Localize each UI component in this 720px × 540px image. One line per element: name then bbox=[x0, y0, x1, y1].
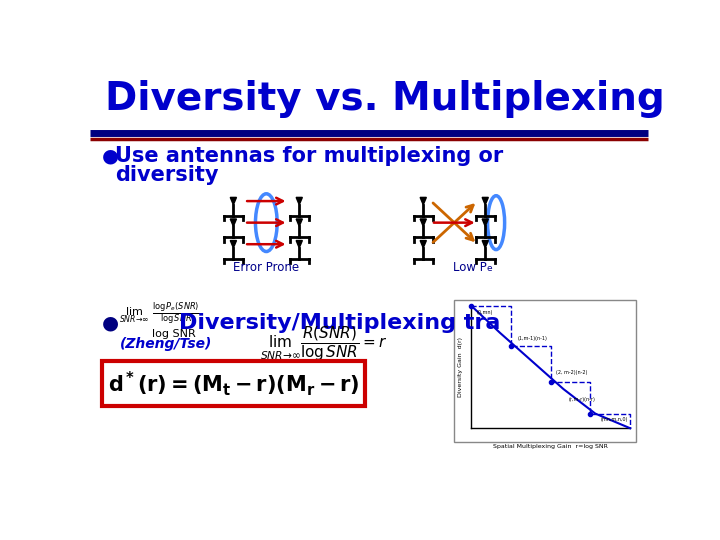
Text: Error Prone: Error Prone bbox=[233, 261, 300, 274]
Text: $\mathbf{d^*(r) = (M_t - r)(M_r - r)}$: $\mathbf{d^*(r) = (M_t - r)(M_r - r)}$ bbox=[107, 369, 359, 398]
Text: Spatial Multiplexing Gain  r=log SNR: Spatial Multiplexing Gain r=log SNR bbox=[493, 444, 608, 449]
Text: $\frac{\log P_e(SNR)}{\log SNR}$: $\frac{\log P_e(SNR)}{\log SNR}$ bbox=[152, 300, 200, 326]
Text: (0,mn): (0,mn) bbox=[477, 310, 493, 315]
Text: $\lim_{SNR\to\infty}\dfrac{R(SNR)}{\log SNR} = r$: $\lim_{SNR\to\infty}\dfrac{R(SNR)}{\log … bbox=[261, 324, 387, 363]
Bar bbox=[102, 361, 365, 406]
Text: log SNR: log SNR bbox=[152, 329, 196, 339]
Polygon shape bbox=[482, 198, 488, 205]
Polygon shape bbox=[420, 198, 426, 205]
Text: Diversity/Multiplexing tra: Diversity/Multiplexing tra bbox=[179, 313, 500, 333]
Text: diversity: diversity bbox=[114, 165, 218, 185]
Polygon shape bbox=[296, 219, 302, 226]
Polygon shape bbox=[230, 198, 236, 205]
Text: (2, m-2)(n-2): (2, m-2)(n-2) bbox=[557, 370, 588, 375]
Text: (r,m-r)(n-r): (r,m-r)(n-r) bbox=[569, 397, 596, 402]
Polygon shape bbox=[482, 240, 488, 248]
Text: Diversity vs. Multiplexing: Diversity vs. Multiplexing bbox=[104, 80, 665, 118]
Polygon shape bbox=[296, 240, 302, 248]
Text: (Zheng/Tse): (Zheng/Tse) bbox=[120, 336, 212, 350]
Bar bbox=[454, 300, 636, 442]
Polygon shape bbox=[296, 198, 302, 205]
Polygon shape bbox=[420, 219, 426, 226]
Polygon shape bbox=[230, 219, 236, 226]
Text: Diversity Gain  d(r): Diversity Gain d(r) bbox=[458, 337, 463, 397]
Text: (mn,m,n,0): (mn,m,n,0) bbox=[600, 417, 628, 422]
Text: Low P: Low P bbox=[453, 261, 487, 274]
Text: ●: ● bbox=[102, 146, 119, 165]
Polygon shape bbox=[230, 240, 236, 248]
Polygon shape bbox=[420, 240, 426, 248]
Text: ●: ● bbox=[102, 313, 119, 332]
Polygon shape bbox=[482, 219, 488, 226]
Text: e: e bbox=[487, 265, 492, 273]
Text: (1,m-1)(n-1): (1,m-1)(n-1) bbox=[518, 336, 548, 341]
Text: Use antennas for multiplexing or: Use antennas for multiplexing or bbox=[114, 146, 503, 166]
Text: $\lim_{SNR\to\infty}$: $\lim_{SNR\to\infty}$ bbox=[120, 305, 150, 325]
